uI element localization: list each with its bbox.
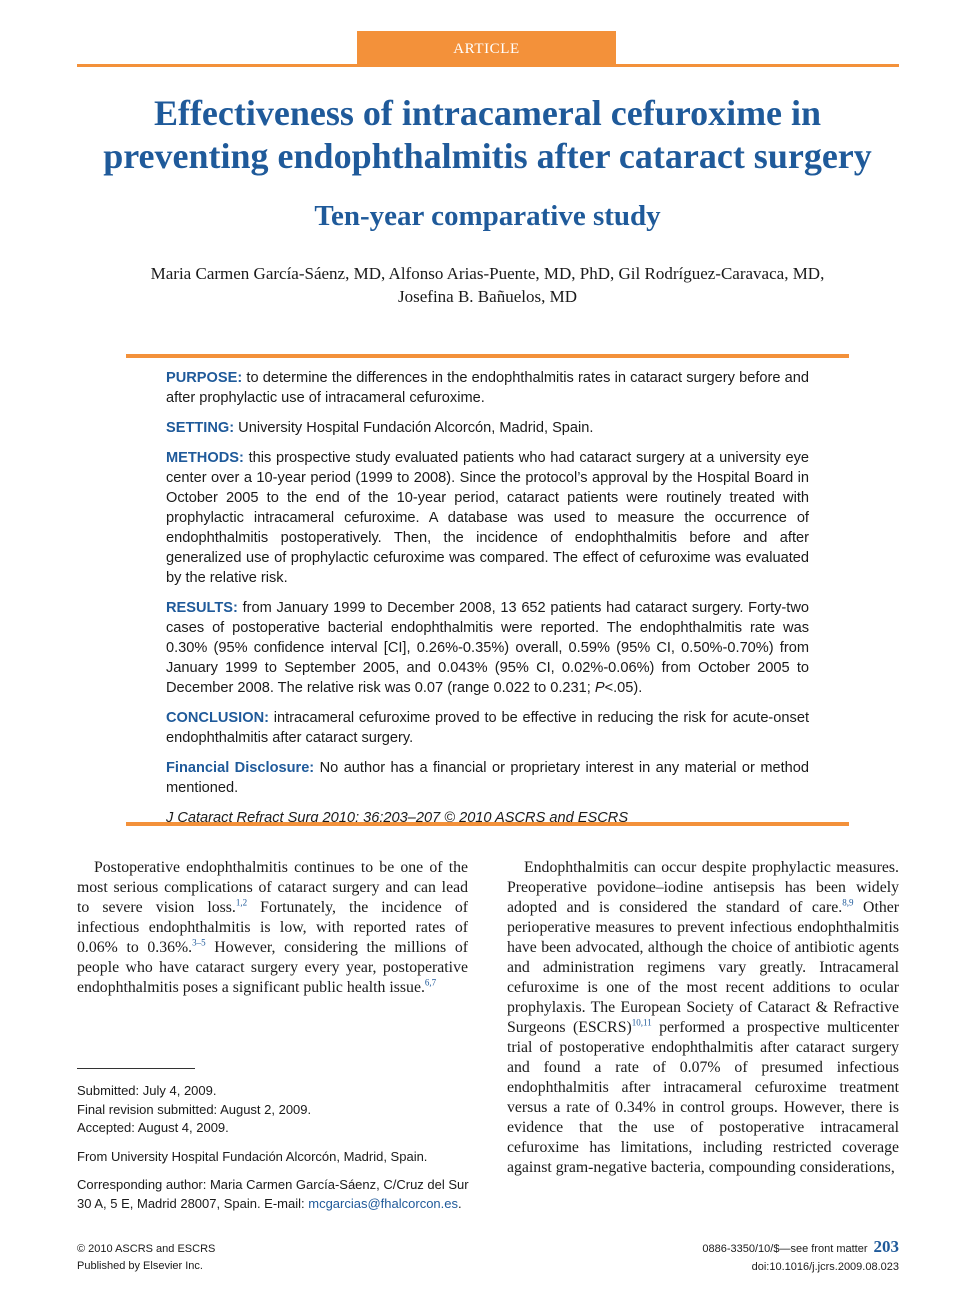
- issn-text: 0886-3350/10/$—see front matter: [702, 1243, 868, 1255]
- title-line-2: preventing endophthalmitis after catarac…: [103, 136, 872, 176]
- page-number: 203: [873, 1237, 900, 1256]
- purpose-text: to determine the differences in the endo…: [166, 370, 809, 406]
- purpose-label: PURPOSE:: [166, 370, 243, 386]
- body-text: performed a prospective multicenter tria…: [507, 1019, 900, 1176]
- footnote-divider: [77, 1068, 195, 1069]
- email-link[interactable]: mcgarcias@fhalcorcon.es: [308, 1195, 459, 1211]
- abstract-setting: SETTING: University Hospital Fundación A…: [166, 418, 809, 438]
- conclusion-label: CONCLUSION:: [166, 710, 269, 726]
- setting-text: University Hospital Fundación Alcorcón, …: [238, 420, 594, 436]
- body-text: Other perioperative measures to prevent …: [507, 899, 900, 1036]
- abstract: PURPOSE: to determine the differences in…: [166, 368, 809, 838]
- article-title: Effectiveness of intracameral cefuroxime…: [40, 92, 935, 178]
- section-label: ARTICLE: [357, 31, 616, 65]
- reference-citation[interactable]: 10,11: [631, 1017, 652, 1028]
- abstract-methods: METHODS: this prospective study evaluate…: [166, 448, 809, 588]
- results-text: from January 1999 to December 2008, 13 6…: [166, 600, 809, 696]
- abstract-financial-disclosure: Financial Disclosure: No author has a fi…: [166, 758, 809, 798]
- body-column-left: Postoperative endophthalmitis continues …: [77, 858, 468, 998]
- body-text: However, considering the millions of peo…: [77, 939, 469, 996]
- footer-left: © 2010 ASCRS and ESCRS Published by Else…: [77, 1241, 215, 1275]
- results-text-end: <.05).: [604, 680, 643, 696]
- results-label: RESULTS:: [166, 600, 238, 616]
- doi-text[interactable]: doi:10.1016/j.jcrs.2009.08.023: [751, 1261, 899, 1273]
- reference-citation[interactable]: 3–5: [192, 937, 206, 948]
- corresponding-author: Corresponding author: Maria Carmen Garcí…: [77, 1176, 469, 1213]
- publisher-notice: Published by Elsevier Inc.: [77, 1260, 203, 1272]
- body-text: Fortunately, the incidence of infectious…: [77, 899, 468, 956]
- reference-citation[interactable]: 8,9: [842, 897, 854, 908]
- copyright-notice: © 2010 ASCRS and ESCRS: [77, 1243, 216, 1255]
- final-revision-date: Final revision submitted: August 2, 2009…: [77, 1101, 312, 1117]
- abstract-results: RESULTS: from January 1999 to December 2…: [166, 598, 809, 698]
- author-list: Maria Carmen García-Sáenz, MD, Alfonso A…: [60, 262, 915, 308]
- body-text: Endophthalmitis can occur despite prophy…: [507, 859, 899, 916]
- abstract-top-divider: [126, 354, 849, 358]
- methods-text: this prospective study evaluated patient…: [166, 450, 810, 586]
- body-paragraph: Endophthalmitis can occur despite prophy…: [507, 858, 899, 1178]
- title-line-1: Effectiveness of intracameral cefuroxime…: [153, 93, 822, 133]
- reference-citation[interactable]: 1,2: [235, 897, 248, 908]
- body-text: Postoperative endophthalmitis continues …: [77, 859, 468, 916]
- footer-right: 0886-3350/10/$—see front matter 203 doi:1…: [560, 1238, 899, 1276]
- authors-line-2: Josefina B. Bañuelos, MD: [398, 287, 577, 306]
- footnotes: Submitted: July 4, 2009. Final revision …: [77, 1082, 469, 1213]
- financial-label: Financial Disclosure:: [166, 760, 315, 776]
- corresponding-text: Corresponding author: Maria Carmen Garcí…: [77, 1177, 469, 1211]
- corresponding-end: .: [458, 1195, 462, 1211]
- setting-label: SETTING:: [166, 420, 235, 436]
- body-column-right: Endophthalmitis can occur despite prophy…: [507, 858, 899, 1178]
- methods-label: METHODS:: [166, 450, 244, 466]
- article-subtitle: Ten-year comparative study: [314, 200, 661, 232]
- header-divider: [77, 64, 899, 67]
- financial-text: No author has a financial or proprietary…: [166, 760, 809, 796]
- body-paragraph: Postoperative endophthalmitis continues …: [77, 858, 468, 998]
- accepted-date: Accepted: August 4, 2009.: [77, 1120, 229, 1135]
- affiliation-note: From University Hospital Fundación Alcor…: [77, 1148, 428, 1164]
- submitted-date: Submitted: July 4, 2009.: [77, 1083, 217, 1098]
- abstract-conclusion: CONCLUSION: intracameral cefuroxime prov…: [166, 708, 809, 748]
- p-symbol: P: [594, 680, 605, 696]
- conclusion-text: intracameral cefuroxime proved to be eff…: [166, 710, 809, 746]
- abstract-bottom-divider: [126, 822, 849, 826]
- reference-citation[interactable]: 6,7: [424, 977, 437, 988]
- authors-line-1: Maria Carmen García-Sáenz, MD, Alfonso A…: [150, 264, 825, 283]
- abstract-purpose: PURPOSE: to determine the differences in…: [166, 368, 809, 408]
